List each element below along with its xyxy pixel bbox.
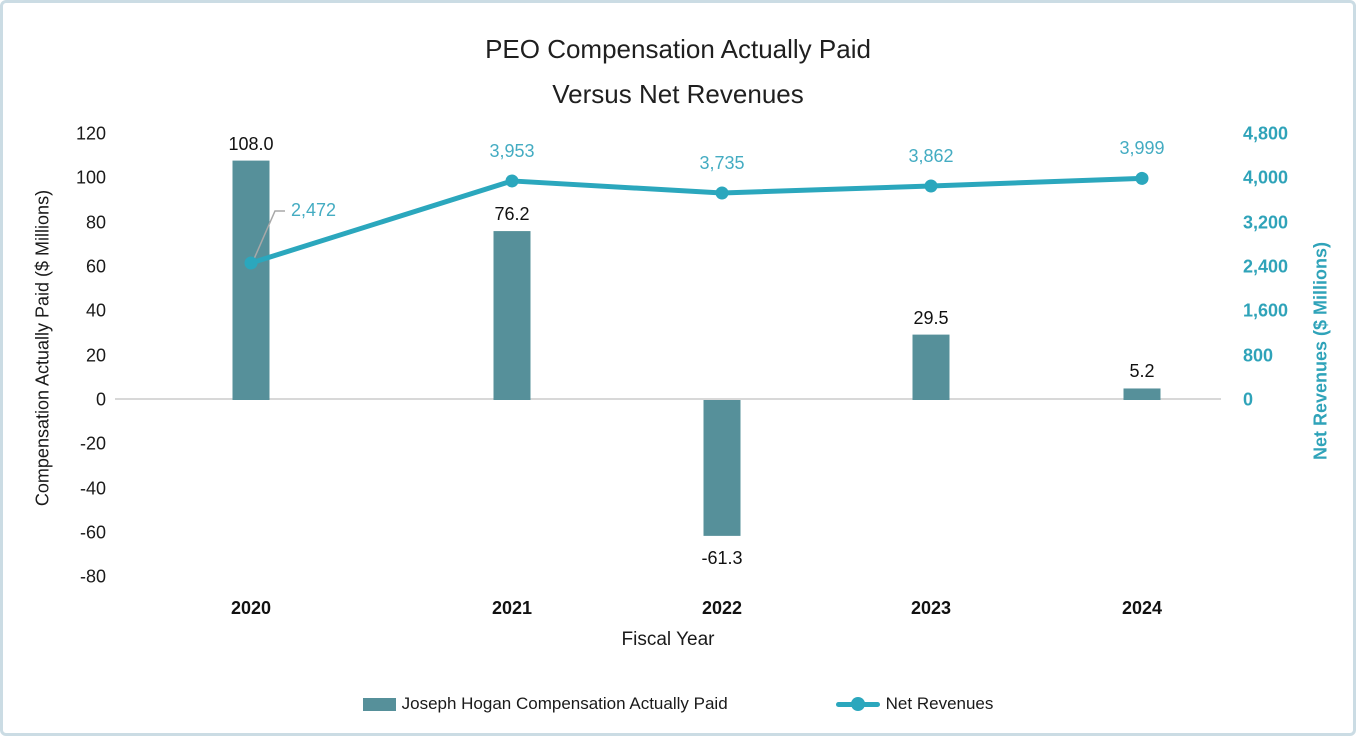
bar-data-label: -61.3 [701, 547, 743, 568]
bar-2022 [703, 400, 741, 536]
right-axis-tick: 4,000 [1243, 167, 1289, 188]
x-axis-title: Fiscal Year [621, 629, 715, 650]
left-axis-tick: -40 [79, 478, 106, 499]
chart-title-line2: Versus Net Revenues [552, 79, 804, 109]
bar-2020 [232, 160, 270, 400]
left-axis-tick: 40 [85, 300, 106, 321]
callout-leader-line [253, 210, 285, 260]
right-axis-tick: 4,800 [1243, 123, 1289, 144]
x-axis-label-2021: 2021 [491, 598, 533, 618]
bar-2021 [493, 231, 531, 400]
right-axis-tick: 0 [1243, 389, 1254, 410]
bar-data-label: 5.2 [1129, 361, 1155, 382]
bar-2024 [1123, 388, 1161, 400]
left-axis-tick: -80 [79, 566, 106, 587]
left-axis-tick: 80 [85, 212, 106, 233]
legend-item-bar-series: Joseph Hogan Compensation Actually Paid [362, 694, 728, 714]
right-axis-tick: 800 [1243, 345, 1274, 366]
line-data-label: 3,735 [699, 153, 745, 174]
net-revenues-line [248, 175, 1145, 266]
left-axis-tick: -60 [79, 522, 106, 543]
left-axis-tick: -20 [79, 433, 106, 454]
legend-label-line-series: Net Revenues [885, 694, 994, 713]
x-axis-label-2020: 2020 [230, 598, 272, 618]
x-axis-label-2023: 2023 [910, 598, 952, 618]
legend: Joseph Hogan Compensation Actually Paid … [3, 694, 1353, 714]
bar-2023 [912, 334, 950, 400]
left-axis-tick: 20 [85, 345, 106, 366]
bar-data-label: 76.2 [494, 204, 530, 225]
right-axis-tick: 1,600 [1243, 300, 1289, 321]
line-marker-swatch-icon [835, 697, 880, 711]
line-data-label: 3,862 [908, 145, 954, 166]
left-axis-tick: 0 [95, 389, 106, 410]
line-marker-2023 [924, 179, 938, 193]
right-axis-tick: 3,200 [1243, 212, 1289, 233]
chart-title-line1: PEO Compensation Actually Paid [485, 34, 871, 64]
bar-swatch-icon [362, 697, 396, 711]
plot-area [115, 160, 1221, 536]
left-axis-tick: 120 [75, 123, 106, 144]
x-axis-label-2024: 2024 [1121, 598, 1163, 618]
line-data-label-callout: 2,472 [291, 200, 337, 220]
bar-data-label: 29.5 [913, 307, 949, 328]
line-marker-2021 [505, 174, 519, 188]
marker-dot-icon [850, 697, 865, 711]
legend-label-bar-series: Joseph Hogan Compensation Actually Paid [401, 694, 728, 713]
legend-item-line-series: Net Revenues [835, 694, 994, 714]
x-axis-label-2022: 2022 [701, 598, 743, 618]
line-marker-2022 [715, 186, 729, 200]
bar-data-label: 108.0 [228, 133, 274, 154]
chart-title: PEO Compensation Actually Paid Versus Ne… [3, 27, 1353, 117]
line-data-label: 3,999 [1119, 138, 1165, 159]
line-data-label: 3,953 [489, 140, 535, 161]
left-axis-tick: 60 [85, 256, 106, 277]
line-marker-2024 [1135, 171, 1149, 185]
left-axis-tick: 100 [75, 167, 106, 188]
line-marker-2020 [244, 256, 258, 270]
right-axis-tick: 2,400 [1243, 256, 1289, 277]
